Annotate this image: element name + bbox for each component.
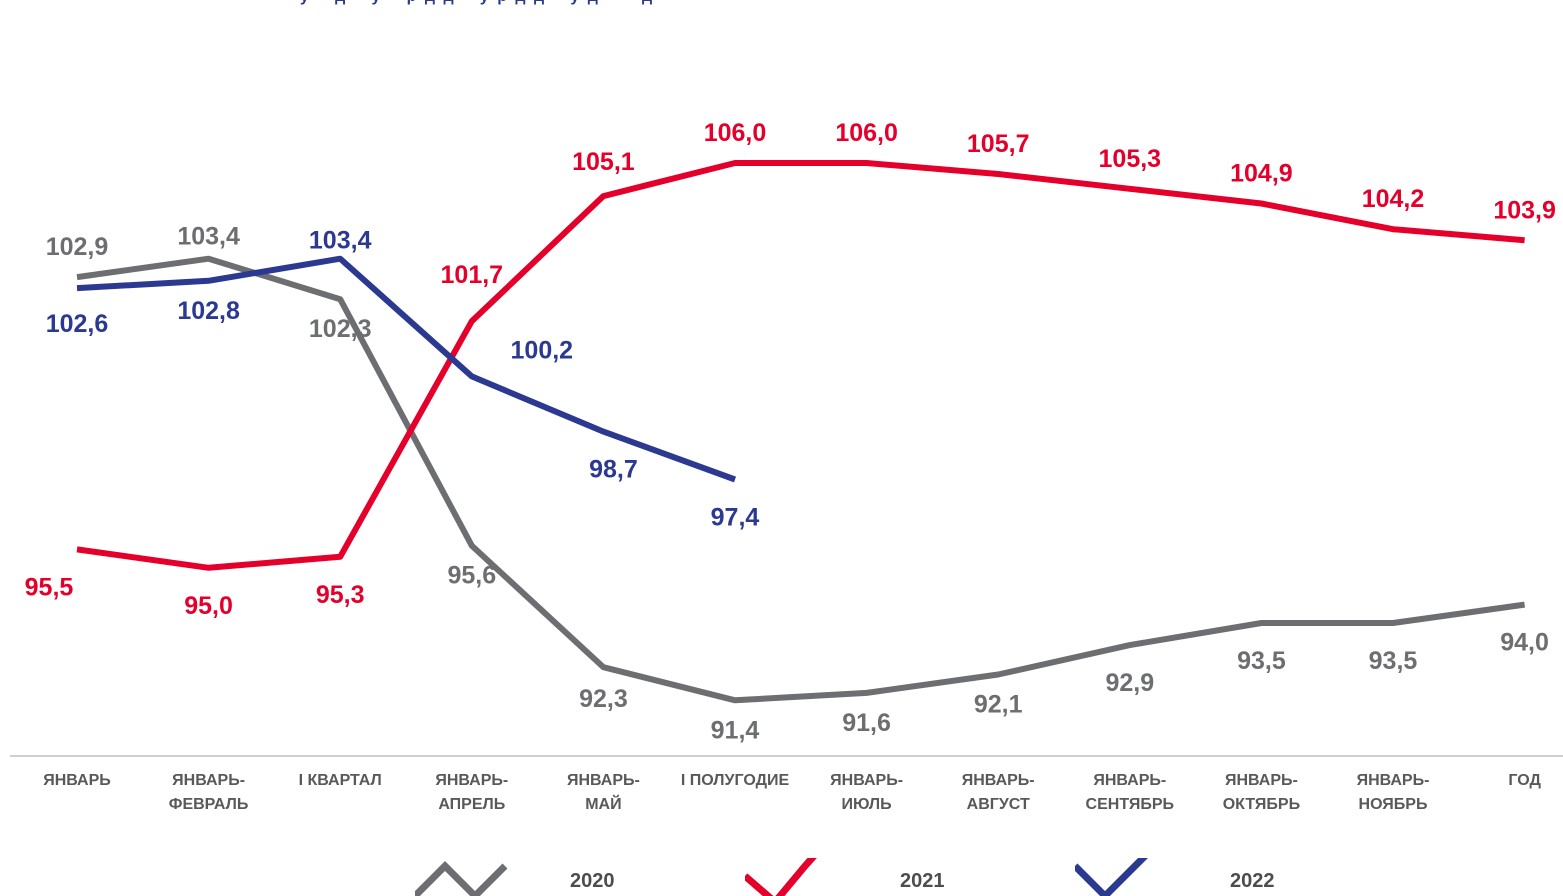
data-label-2021-6: 106,0 [835,119,898,147]
data-label-2021-4: 105,1 [572,148,635,176]
data-label-2020-7: 92,1 [974,691,1023,719]
x-tick-label-11-0: ГОД [1508,772,1541,789]
data-label-2022-2: 103,4 [309,227,372,255]
data-label-2021-8: 105,3 [1099,145,1162,173]
data-label-2021-9: 104,9 [1230,159,1293,187]
data-labels: 102,9 103,4 102,3 95,6 92,3 91,4 91,6 92,1 92,9 9… [25,119,1556,744]
data-label-2021-3: 101,7 [441,261,504,289]
x-tick-label-9-1: ОКТЯБРЬ [1223,796,1300,813]
data-label-2022-5: 97,4 [711,503,760,531]
x-tick-label-1-1: ФЕВРАЛЬ [169,796,249,813]
legend-swatch-2021 [745,858,817,896]
legend-label-2022: 2022 [1230,870,1275,892]
x-tick-label-7-1: АВГУСТ [967,796,1030,813]
data-label-2021-1: 95,0 [184,592,233,620]
data-label-2020-4: 92,3 [579,685,628,713]
data-label-2020-11: 94,0 [1500,629,1549,657]
data-label-2020-5: 91,4 [711,716,760,744]
data-label-2020-0: 102,9 [46,233,109,261]
legend-item-2022: 2022 [1075,858,1355,896]
x-tick-label-10-0: ЯНВАРЬ- [1357,772,1430,789]
data-label-2021-7: 105,7 [967,130,1030,158]
data-label-2022-0: 102,6 [46,310,109,338]
series-lines [76,160,1526,704]
x-tick-label-6-1: ИЮЛЬ [842,796,892,813]
x-tick-label-10-1: НОЯБРЬ [1359,796,1428,813]
data-label-2020-3: 95,6 [447,562,496,590]
x-tick-label-6-0: ЯНВАРЬ- [830,772,903,789]
legend-item-2021: 2021 [745,858,1025,896]
series-line-2020 [76,255,1526,704]
data-label-2020-2: 102,3 [309,315,372,343]
x-tick-labels: ЯНВАРЬ ЯНВАРЬ- ФЕВРАЛЬ I КВАРТАЛ ЯНВАРЬ- АПРЕ… [43,772,1541,813]
data-label-2021-0: 95,5 [25,573,74,601]
data-label-2020-8: 92,9 [1105,669,1154,697]
legend-swatch-2022 [1075,858,1148,896]
data-label-2022-1: 102,8 [177,297,240,325]
data-label-2021-2: 95,3 [316,581,365,609]
data-label-2022-4: 98,7 [589,456,638,484]
x-tick-label-1-0: ЯНВАРЬ- [172,772,245,789]
series-line-2022 [76,255,737,483]
data-label-2021-5: 106,0 [704,119,767,147]
legend-label-2020: 2020 [570,870,615,892]
data-label-2020-9: 93,5 [1237,647,1286,675]
data-label-2022-3: 100,2 [511,336,574,364]
series-line-2021 [76,160,1525,571]
x-tick-label-4-1: МАЙ [585,794,621,813]
x-tick-label-5-0: I ПОЛУГОДИЕ [681,772,790,789]
x-tick-label-3-0: ЯНВАРЬ- [435,772,508,789]
legend-swatch-2020 [415,861,508,896]
data-label-2020-10: 93,5 [1369,647,1418,675]
data-label-2020-6: 91,6 [842,709,891,737]
legend-label-2021: 2021 [900,870,945,892]
cropped-header-fragment: у ⌐ д ⌐ у ⌐ р д д ⌐ у р д д ⌐ у д ⌐ ⌐ д [300,0,860,8]
legend-item-2020: 2020 [415,858,695,896]
x-tick-label-8-1: СЕНТЯБРЬ [1086,796,1175,813]
x-tick-label-2-0: I КВАРТАЛ [299,772,382,789]
x-tick-label-7-0: ЯНВАРЬ- [962,772,1035,789]
x-tick-label-4-0: ЯНВАРЬ- [567,772,640,789]
data-label-2021-11: 103,9 [1493,196,1556,224]
x-tick-label-0-0: ЯНВАРЬ [43,772,111,789]
x-tick-label-3-1: АПРЕЛЬ [438,796,505,813]
x-tick-label-9-0: ЯНВАРЬ- [1225,772,1298,789]
data-label-2021-10: 104,2 [1362,185,1425,213]
x-tick-label-8-0: ЯНВАРЬ- [1093,772,1166,789]
data-label-2020-1: 103,4 [177,223,240,251]
